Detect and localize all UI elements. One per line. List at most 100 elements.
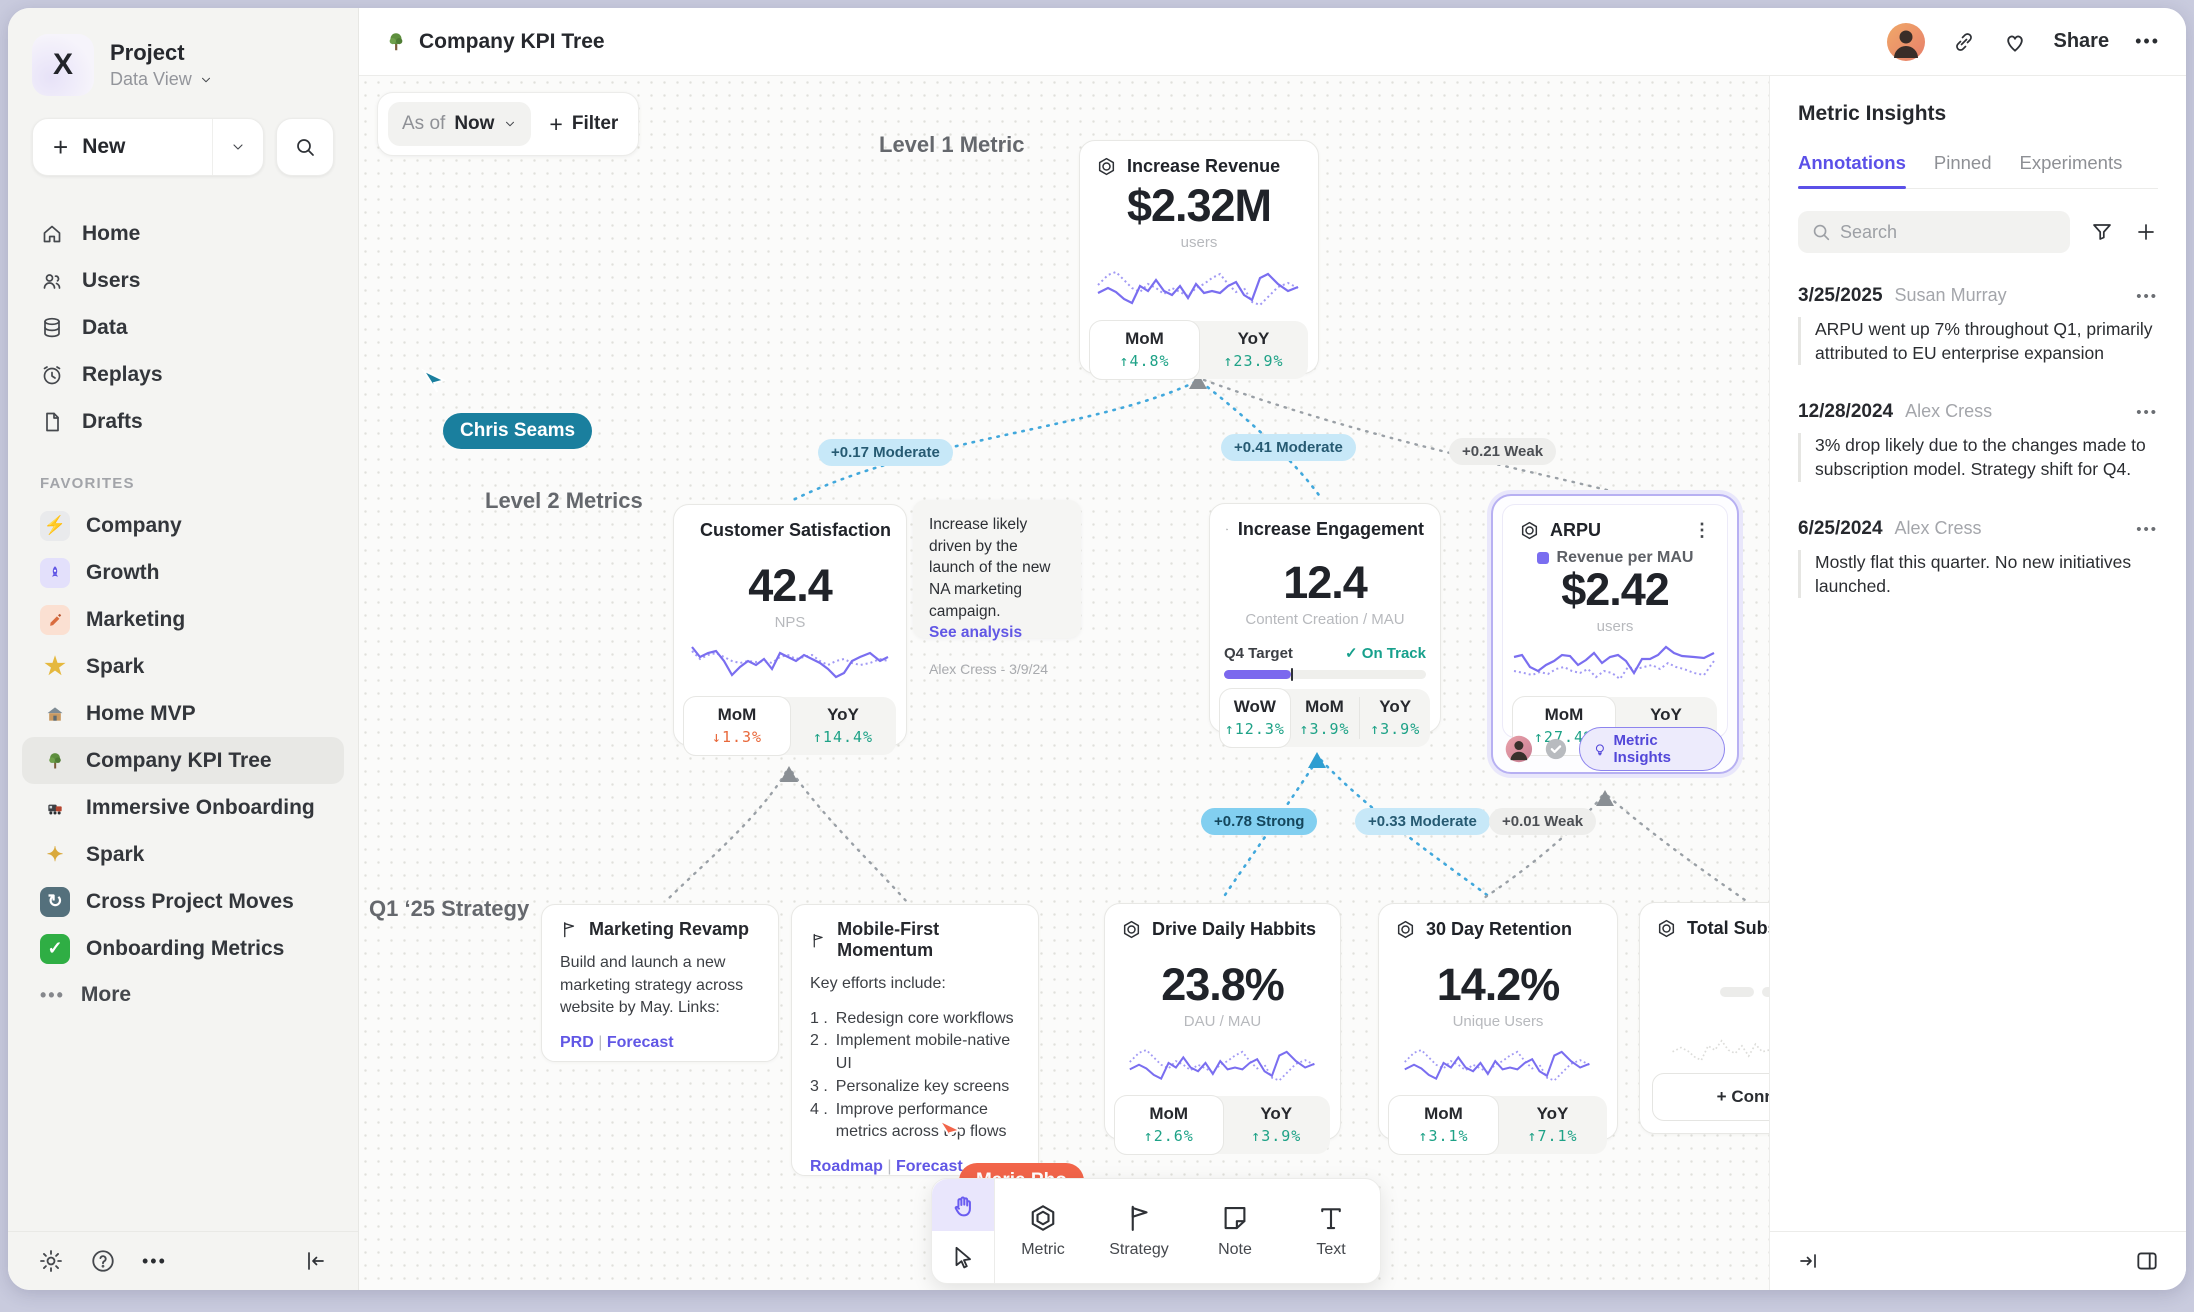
favorites-label: FAVORITES <box>40 475 135 492</box>
tree-icon <box>389 32 403 50</box>
annotation-menu-icon[interactable]: ••• <box>2136 404 2158 422</box>
roadmap-link[interactable]: Roadmap <box>810 1158 883 1176</box>
sidebar-more-button[interactable]: ••• More <box>40 983 132 1006</box>
tool-note[interactable]: Note <box>1187 1179 1283 1283</box>
favorite-spark-2[interactable]: ✦ Spark <box>22 831 344 878</box>
metric-card-increase-revenue[interactable]: Increase Revenue $2.32M users MoM ↑4.8% <box>1079 140 1319 380</box>
forecast-link[interactable]: Forecast <box>895 1158 963 1176</box>
sidebar-item-replays[interactable]: Replays <box>8 351 358 398</box>
see-analysis-link[interactable]: See analysis <box>929 624 1023 642</box>
favorite-cross-project-moves[interactable]: ↻ Cross Project Moves <box>22 878 344 925</box>
annotation-item[interactable]: 6/25/2024 Alex Cress ••• Mostly flat thi… <box>1798 518 2158 598</box>
strategy-card-mobile-first[interactable]: Mobile-First Momentum Key efforts includ… <box>791 904 1039 1176</box>
filter-funnel-icon[interactable] <box>2090 220 2114 244</box>
kebab-menu-icon[interactable]: ⋮ <box>1693 520 1711 540</box>
favorite-growth[interactable]: Growth <box>22 549 344 596</box>
annotation-item[interactable]: 12/28/2024 Alex Cress ••• 3% drop likely… <box>1798 401 2158 482</box>
edge-label-arpu[interactable]: +0.21 Weak <box>1449 438 1557 465</box>
annotation-search[interactable] <box>1798 211 2070 253</box>
sidebar-item-data[interactable]: Data <box>8 304 358 351</box>
stat-mom[interactable]: MoM ↑3.9% <box>1299 697 1350 738</box>
kpi-tree-canvas[interactable]: As of Now + Filter Level 1 Metric Level … <box>359 76 1769 1290</box>
hand-tool-button[interactable] <box>932 1179 994 1231</box>
connect-button[interactable]: + Connect <box>1652 1073 1769 1121</box>
sidebar-search-button[interactable] <box>276 118 334 176</box>
edge-label-engagement[interactable]: +0.41 Moderate <box>1221 434 1356 461</box>
favorite-immersive-onboarding[interactable]: Immersive Onboarding <box>22 784 344 831</box>
metric-card-arpu-selected[interactable]: ARPU ⋮ Revenue per MAU $2.42 users <box>1491 494 1739 774</box>
favorite-home-mvp[interactable]: Home MVP <box>22 690 344 737</box>
collaborator-avatar[interactable] <box>1505 734 1533 764</box>
stat-wow[interactable]: WoW ↑12.3% <box>1219 688 1291 748</box>
metric-insights-button[interactable]: Metric Insights <box>1578 727 1725 771</box>
metric-unit: NPS <box>774 614 806 631</box>
add-annotation-icon[interactable] <box>2134 220 2158 244</box>
stat-yoy[interactable]: YoY ↑3.9% <box>1370 697 1421 738</box>
prd-link[interactable]: PRD <box>560 1034 594 1052</box>
favorite-company-kpi-tree[interactable]: Company KPI Tree <box>22 737 344 784</box>
forecast-link[interactable]: Forecast <box>606 1034 674 1052</box>
edge-label-retention[interactable]: +0.33 Moderate <box>1355 808 1490 835</box>
stat-mom[interactable]: MoM ↑2.6% <box>1114 1095 1224 1155</box>
sidebar-item-drafts[interactable]: Drafts <box>8 398 358 445</box>
tool-text[interactable]: Text <box>1283 1179 1379 1283</box>
tool-metric[interactable]: Metric <box>995 1179 1091 1283</box>
copy-link-icon[interactable] <box>1952 30 1976 54</box>
project-view[interactable]: Data View <box>110 69 213 90</box>
favorite-marketing[interactable]: Marketing <box>22 596 344 643</box>
tab-pinned[interactable]: Pinned <box>1933 152 1992 173</box>
metric-card-increase-engagement[interactable]: Increase Engagement 12.4 Content Creatio… <box>1209 503 1441 748</box>
favorite-spark[interactable]: ★ Spark <box>22 643 344 690</box>
metric-card-drive-daily-habbits[interactable]: Drive Daily Habbits 23.8% DAU / MAU MoM … <box>1104 903 1341 1155</box>
search-input[interactable] <box>1798 211 2070 253</box>
share-button[interactable]: Share <box>2053 30 2110 52</box>
favorite-company[interactable]: ⚡ Company <box>22 502 344 549</box>
settings-gear-icon[interactable] <box>38 1248 64 1274</box>
sidebar-item-users[interactable]: Users <box>8 257 358 304</box>
edge-label-csat[interactable]: +0.17 Moderate <box>818 439 953 466</box>
stat-mom[interactable]: MoM ↑3.1% <box>1388 1095 1499 1155</box>
help-icon[interactable] <box>90 1248 116 1274</box>
sidebar-item-home[interactable]: Home <box>8 210 358 257</box>
sidebar-more-actions-icon[interactable]: ••• <box>142 1250 167 1271</box>
annotation-item[interactable]: 3/25/2025 Susan Murray ••• ARPU went up … <box>1798 285 2158 366</box>
favorite-heart-icon[interactable] <box>2002 29 2028 55</box>
tab-experiments[interactable]: Experiments <box>2019 152 2123 173</box>
more-actions-icon[interactable]: ••• <box>2135 31 2160 51</box>
split-view-icon[interactable] <box>2134 1248 2160 1274</box>
as-of-selector[interactable]: As of Now <box>388 102 532 146</box>
edge-label-subscriptions[interactable]: +0.01 Weak <box>1489 808 1597 835</box>
annotation-note-card[interactable]: Increase likely driven by the launch of … <box>913 500 1081 677</box>
stat-yoy[interactable]: YoY ↑23.9% <box>1223 329 1284 370</box>
tab-annotations[interactable]: Annotations <box>1798 152 1906 189</box>
target-label: Q4 Target <box>1224 644 1293 662</box>
edge-label-daily[interactable]: +0.78 Strong <box>1201 808 1318 835</box>
stat-yoy[interactable]: YoY ↑7.1% <box>1527 1104 1578 1145</box>
avatar[interactable] <box>1886 22 1926 62</box>
stat-yoy[interactable]: YoY ↑14.4% <box>812 705 874 746</box>
metric-card-total-subscriptions[interactable]: Total Subscriptions + Connect <box>1639 902 1769 1134</box>
metric-card-arpu[interactable]: ARPU ⋮ Revenue per MAU $2.42 users <box>1502 504 1728 756</box>
metric-card-customer-satisfaction[interactable]: Customer Satisfaction 42.4 NPS MoM ↓1.3% <box>673 504 907 756</box>
collapse-sidebar-icon[interactable] <box>304 1249 328 1273</box>
strategy-intro: Key efforts include: <box>810 975 946 992</box>
filter-button[interactable]: + Filter <box>549 110 619 137</box>
annotation-menu-icon[interactable]: ••• <box>2136 520 2158 538</box>
stat-mom[interactable]: MoM ↑4.8% <box>1089 320 1200 380</box>
stat-yoy[interactable]: YoY ↑3.9% <box>1251 1104 1302 1145</box>
annotation-menu-icon[interactable]: ••• <box>2136 288 2158 305</box>
new-dropdown-toggle[interactable] <box>212 119 263 175</box>
select-tool-button[interactable] <box>932 1231 994 1283</box>
collapse-panel-icon[interactable] <box>1796 1249 1820 1273</box>
strategy-card-marketing-revamp[interactable]: Marketing Revamp Build and launch a new … <box>541 904 779 1062</box>
stat-mom[interactable]: MoM ↓1.3% <box>683 696 791 756</box>
favorite-onboarding-metrics[interactable]: ✓ Onboarding Metrics <box>22 925 344 972</box>
search-icon <box>297 139 314 156</box>
tool-strategy[interactable]: Strategy <box>1091 1179 1187 1283</box>
main-area: Company KPI Tree Share ••• <box>359 8 2186 1290</box>
metric-card-30-day-retention[interactable]: 30 Day Retention 14.2% Unique Users MoM … <box>1378 903 1618 1155</box>
metric-target-icon <box>1658 919 1675 938</box>
project-switcher[interactable]: X Project Data View <box>8 8 358 114</box>
metric-value: 42.4 <box>748 560 833 611</box>
new-button[interactable]: + New <box>32 118 264 176</box>
